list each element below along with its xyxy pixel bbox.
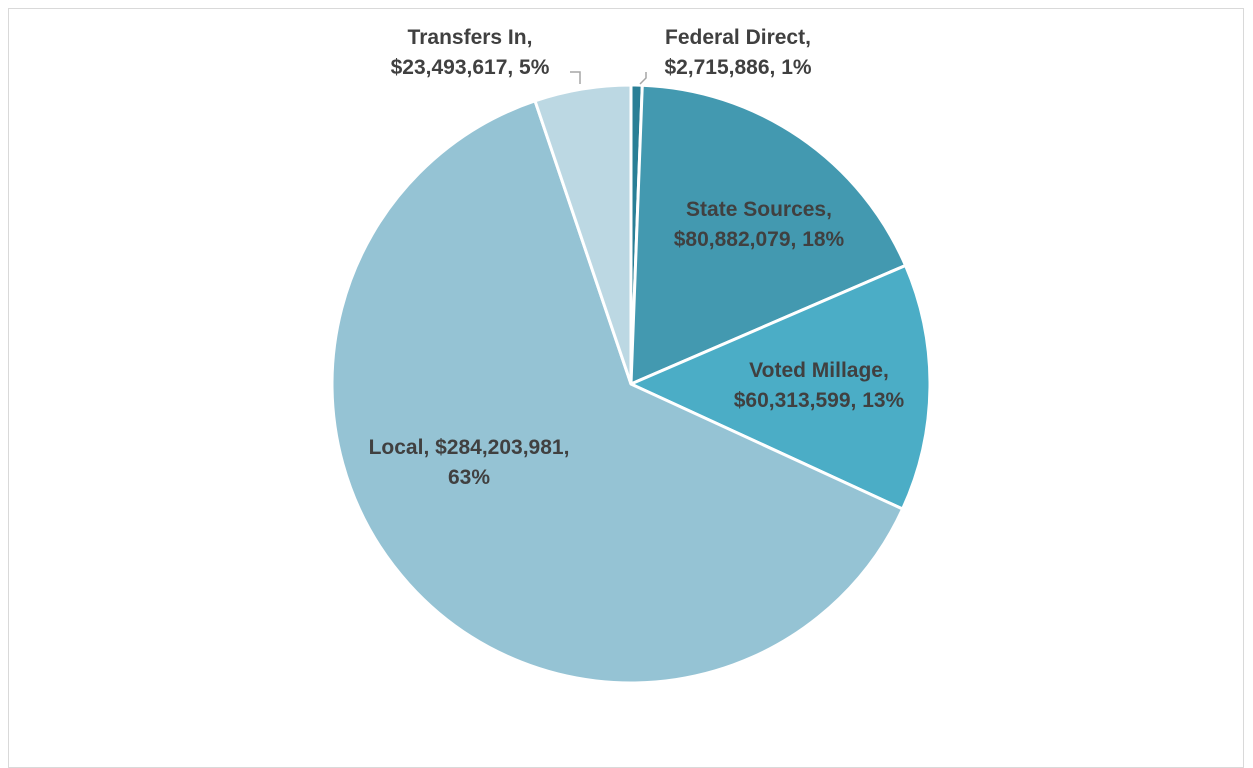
data-label-voted-millage: Voted Millage, $60,313,599, 13%: [734, 359, 905, 412]
data-label-line: Transfers In,: [408, 26, 533, 49]
data-label-line: 63%: [448, 466, 490, 489]
data-label-line: $23,493,617, 5%: [391, 56, 550, 79]
data-labels: Federal Direct, $2,715,886, 1% State Sourc…: [369, 26, 905, 489]
data-label-federal-direct: Federal Direct, $2,715,886, 1%: [664, 26, 811, 79]
data-label-line: $2,715,886, 1%: [664, 56, 811, 79]
data-label-line: $80,882,079, 18%: [674, 228, 845, 251]
pie-slices: [330, 83, 932, 685]
data-label-line: $60,313,599, 13%: [734, 389, 905, 412]
data-label-line: Local, $284,203,981,: [369, 436, 570, 459]
data-label-line: State Sources,: [686, 198, 832, 221]
data-label-line: Voted Millage,: [749, 359, 889, 382]
data-label-state-sources: State Sources, $80,882,079, 18%: [674, 198, 845, 251]
pie-slice-voted-millage: [629, 263, 932, 511]
data-label-transfers-in: Transfers In, $23,493,617, 5%: [391, 26, 550, 79]
pie-slice-local: [330, 99, 905, 685]
leader-lines: [570, 71, 647, 85]
pie-slice-state-sources: [629, 83, 907, 386]
data-label-local: Local, $284,203,981, 63%: [369, 436, 570, 489]
pie-slice-transfers-in: [533, 83, 633, 386]
leader-line: [639, 72, 647, 85]
data-label-line: Federal Direct,: [665, 26, 811, 49]
leader-line: [570, 71, 581, 84]
